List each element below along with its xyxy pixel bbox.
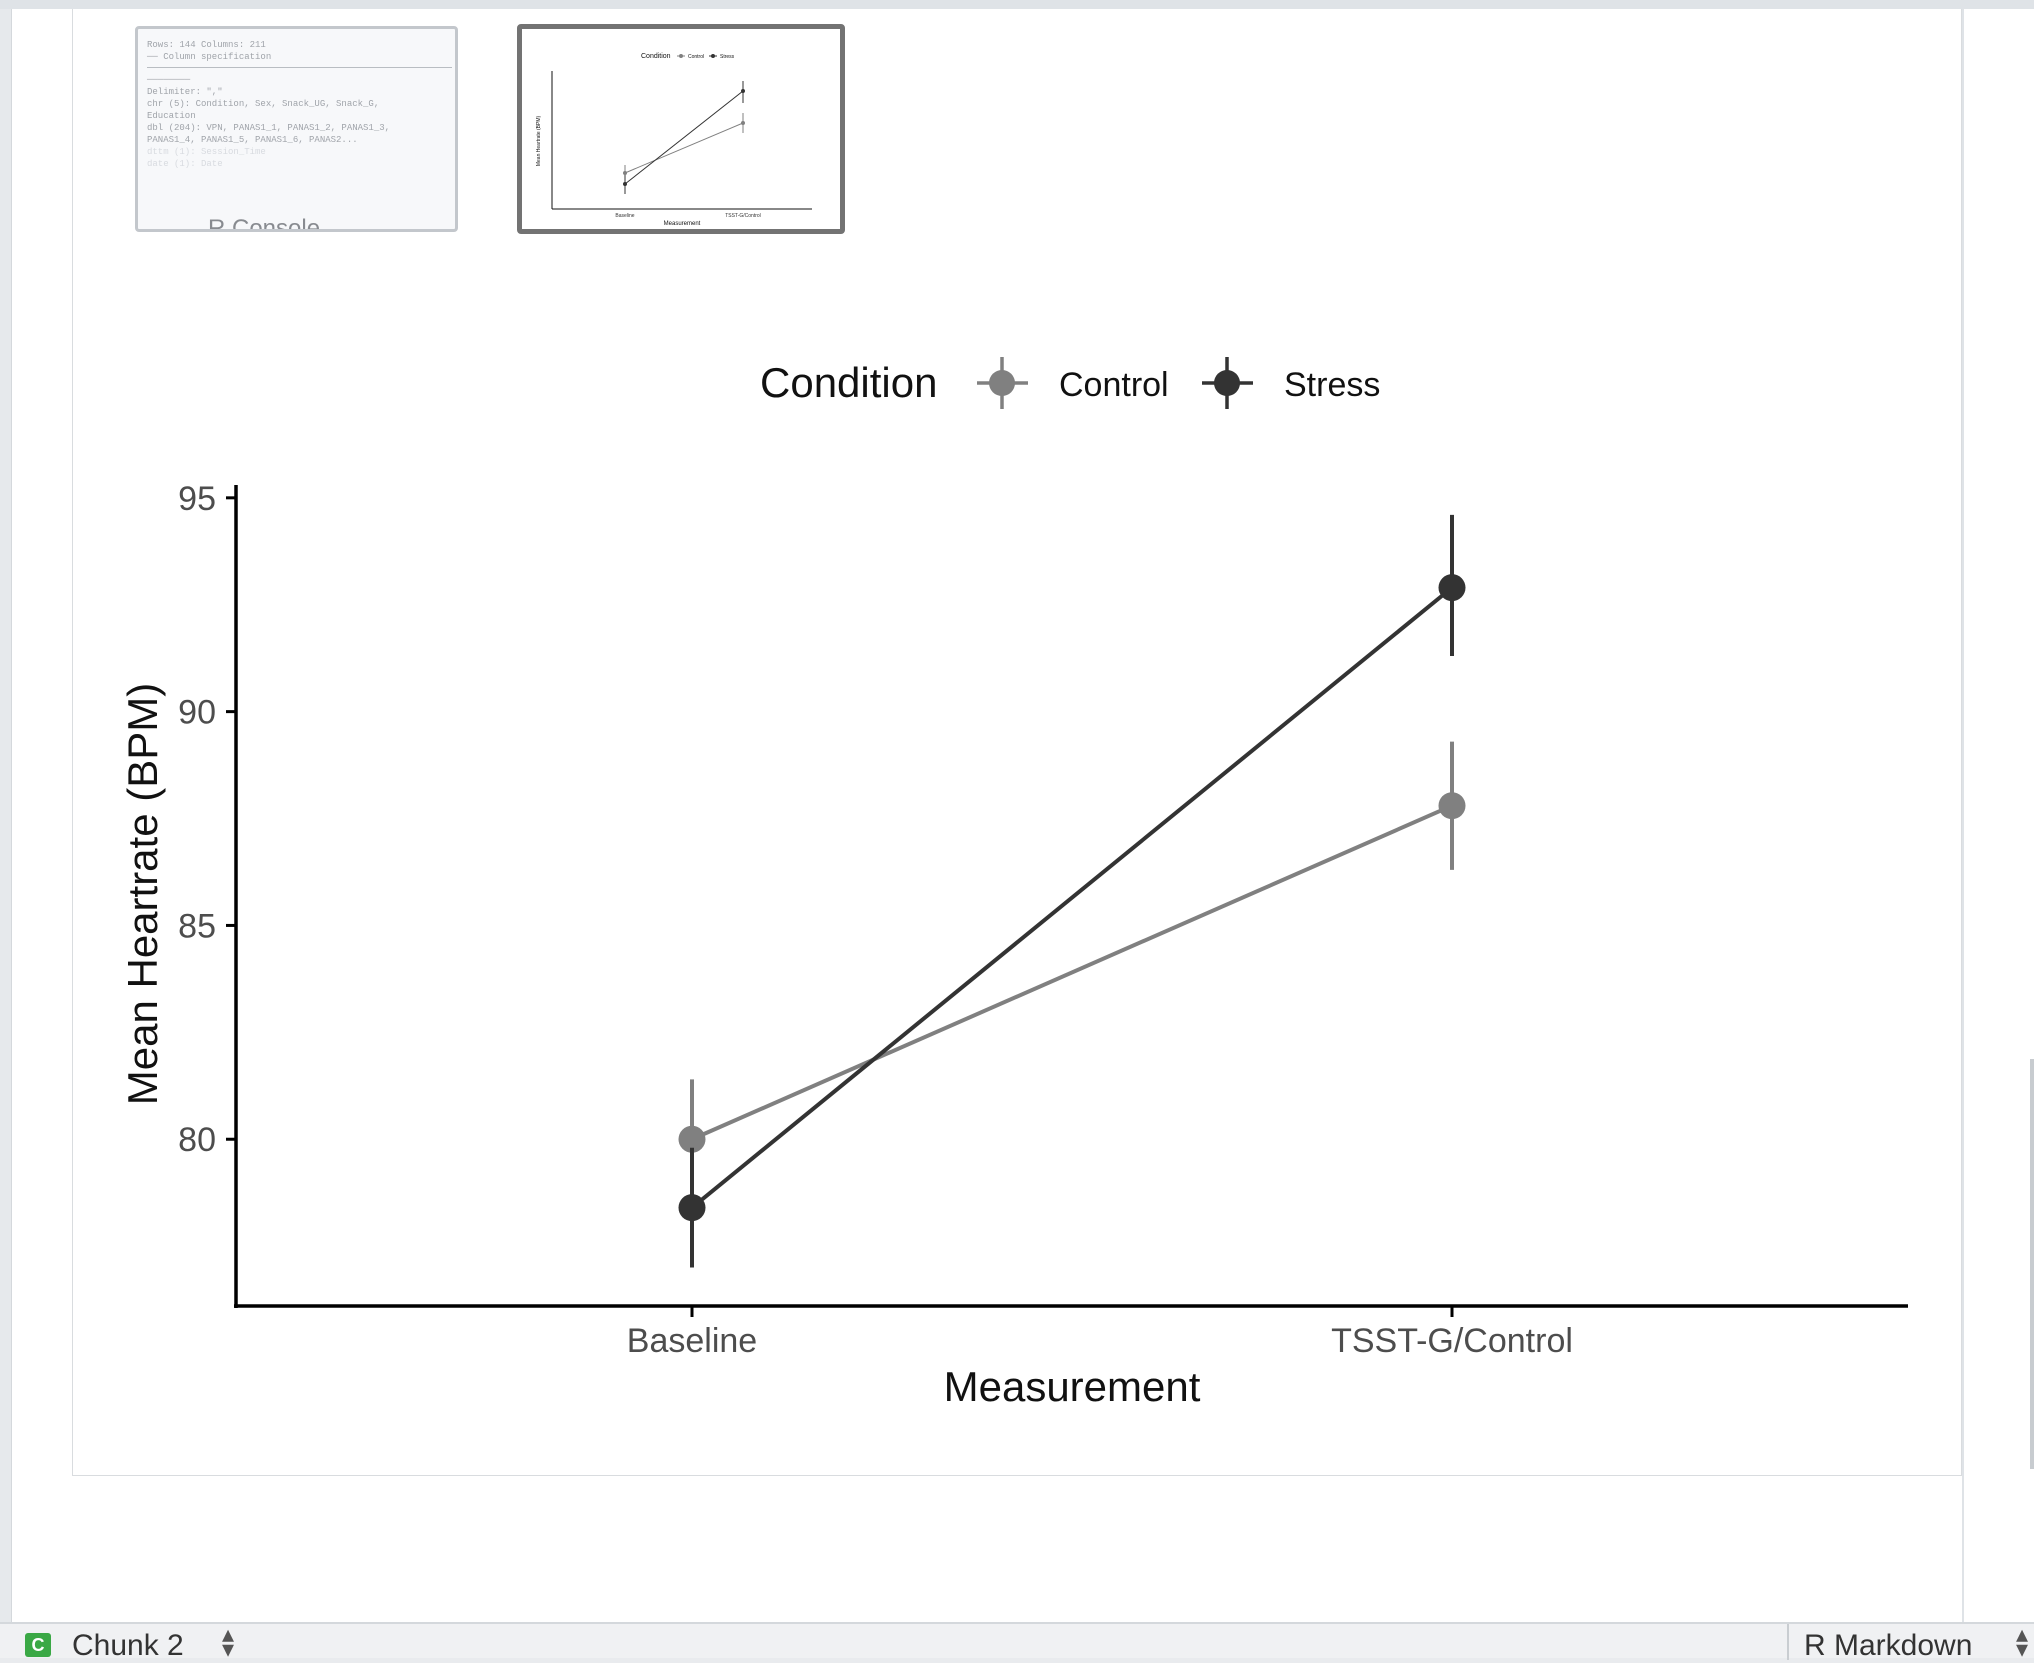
thumb-legend-title: Condition xyxy=(641,53,671,60)
thumb-point xyxy=(741,121,745,125)
scrollbar-thumb[interactable] xyxy=(2030,1059,2034,1469)
plot-series xyxy=(678,514,1466,1268)
y-tick-label: 95 xyxy=(178,480,216,518)
thumb-y-axis-label: Mean Heartrate (BPM) xyxy=(536,116,542,167)
y-axis-ticks: 80 85 90 95 xyxy=(178,480,236,1159)
console-line: date (1): Date xyxy=(147,159,223,169)
console-line: PANAS1_4, PANAS1_5, PANAS1_6, PANAS2... xyxy=(147,135,358,145)
console-line: ──────── xyxy=(147,75,191,85)
legend-label-control: Control xyxy=(1059,366,1169,404)
console-output-text: Rows: 144 Columns: 211 ── Column specifi… xyxy=(147,39,452,170)
output-thumbnail-console[interactable]: Rows: 144 Columns: 211 ── Column specifi… xyxy=(135,26,458,232)
series-control xyxy=(678,741,1466,1200)
y-axis-title: Mean Heartrate (BPM) xyxy=(119,683,166,1105)
data-point xyxy=(1438,574,1466,602)
console-divider xyxy=(147,67,452,68)
console-line: chr (5): Condition, Sex, Snack_UG, Snack… xyxy=(147,99,380,109)
legend-key-dot-stress xyxy=(1214,370,1240,396)
x-axis-title: Measurement xyxy=(944,1363,1201,1410)
console-line: ── Column specification xyxy=(147,52,272,62)
console-line: Education xyxy=(147,111,196,121)
legend-title: Condition xyxy=(760,359,937,406)
thumb-legend-label-control: Control xyxy=(688,54,704,60)
data-point xyxy=(1438,792,1466,820)
thumb-legend-dot-stress xyxy=(711,54,715,58)
series-line xyxy=(690,586,1454,1210)
thumb-line-stress xyxy=(624,90,744,185)
x-tick-label: Baseline xyxy=(627,1322,757,1360)
thumb-point xyxy=(623,182,627,186)
status-divider xyxy=(1787,1624,1789,1660)
plot-legend: Condition Control Stress xyxy=(760,357,1380,409)
output-thumbnail-plot[interactable]: Condition Control Stress Baseline TSST-G… xyxy=(517,24,845,234)
scrollbar-track[interactable] xyxy=(1962,9,2034,1631)
console-thumbnail-label: R Console xyxy=(208,215,321,232)
document-mode-selector[interactable]: R Markdown xyxy=(1804,1629,1973,1662)
chunk-selector-arrows-icon[interactable]: ▴ ▾ xyxy=(222,1621,235,1663)
chunk-output-frame xyxy=(72,9,1962,1476)
thumb-x-tick-label: Baseline xyxy=(615,213,634,219)
gutter-border xyxy=(0,9,12,1631)
thumb-x-axis-label: Measurement xyxy=(664,221,701,227)
legend-label-stress: Stress xyxy=(1284,366,1380,404)
series-stress xyxy=(678,514,1466,1268)
y-tick-label: 85 xyxy=(178,907,216,945)
console-line: dttm (1): Session_Time xyxy=(147,147,266,157)
x-tick-label: TSST-G/Control xyxy=(1331,1322,1573,1360)
chunk-selector[interactable]: Chunk 2 xyxy=(72,1629,184,1662)
mode-selector-arrows-icon[interactable]: ▴ ▾ xyxy=(2016,1621,2029,1663)
thumb-point xyxy=(623,171,627,175)
console-line: Delimiter: "," xyxy=(147,87,223,97)
heartrate-plot: Condition Control Stress 80 85 90 95 Baseli… xyxy=(119,357,1908,1410)
console-line: Rows: 144 Columns: 211 xyxy=(147,40,266,50)
thumb-x-tick-label: TSST-G/Control xyxy=(725,213,761,219)
thumb-point xyxy=(741,89,745,93)
y-tick-label: 80 xyxy=(178,1121,216,1159)
chunk-icon: C xyxy=(25,1633,51,1657)
x-axis-ticks: Baseline TSST-G/Control xyxy=(627,1306,1573,1360)
thumbnail-plot-svg: Condition Control Stress Baseline TSST-G… xyxy=(536,53,812,227)
data-point xyxy=(678,1194,706,1222)
y-tick-label: 90 xyxy=(178,694,216,732)
thumb-line-control xyxy=(624,122,744,174)
status-bar: C Chunk 2 ▴ ▾ R Markdown ▴ ▾ xyxy=(0,1621,2034,1663)
series-line xyxy=(691,803,1453,1142)
data-point xyxy=(678,1125,706,1153)
thumb-legend-dot-control xyxy=(679,54,683,58)
console-line: dbl (204): VPN, PANAS1_1, PANAS1_2, PANA… xyxy=(147,123,391,133)
legend-key-dot-control xyxy=(989,370,1015,396)
thumb-legend-label-stress: Stress xyxy=(720,54,735,60)
